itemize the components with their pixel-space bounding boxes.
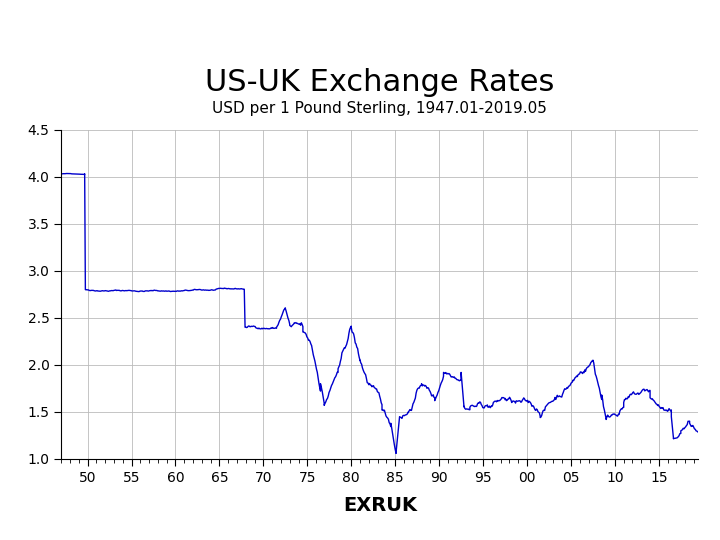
Title: US-UK Exchange Rates: US-UK Exchange Rates bbox=[205, 68, 554, 97]
X-axis label: EXRUK: EXRUK bbox=[343, 496, 417, 515]
Text: USD per 1 Pound Sterling, 1947.01-2019.05: USD per 1 Pound Sterling, 1947.01-2019.0… bbox=[212, 102, 547, 117]
